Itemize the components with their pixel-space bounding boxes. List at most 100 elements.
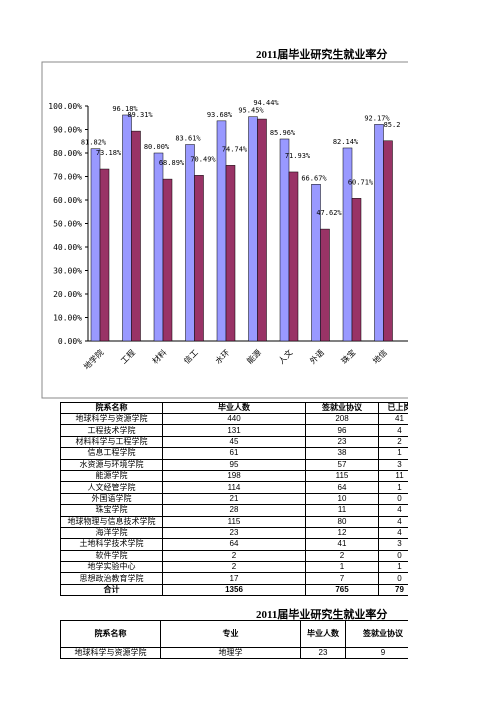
y-tick-label: 80.00% — [53, 149, 82, 158]
table-cell: 38 — [305, 447, 379, 460]
value-label: 71.93% — [285, 152, 311, 160]
value-label: 89.31% — [127, 111, 153, 119]
table-row: 院系名称毕业人数签就业协议已上岗 — [60, 402, 408, 414]
bar — [90, 148, 101, 342]
bar — [351, 198, 362, 342]
table-cell: 198 — [162, 469, 306, 483]
table-cell: 已上岗 — [378, 402, 408, 414]
table-cell: 合计 — [60, 583, 163, 597]
y-tick-label: 30.00% — [53, 267, 82, 276]
bar — [225, 165, 236, 342]
table-cell: 21 — [162, 492, 306, 506]
x-tick-label: 地信 — [371, 347, 389, 365]
table-cell: 79 — [378, 583, 408, 597]
table-cell: 12 — [305, 526, 379, 540]
table-cell: 80 — [305, 515, 379, 528]
x-tick-label: 外语 — [308, 347, 326, 365]
chart-frame — [41, 61, 408, 399]
y-tick-label: 60.00% — [53, 196, 82, 205]
table-row: 外国语学院 21 10 0 — [60, 492, 408, 506]
table-cell: 信息工程学院 — [60, 447, 163, 460]
table-cell: 3 — [378, 458, 408, 471]
table-cell: 水资源与环境学院 — [60, 458, 163, 471]
table-row: 思想政治教育学院 17 7 0 — [60, 572, 408, 585]
value-label: 82.14% — [333, 138, 359, 146]
bar — [99, 168, 110, 342]
table-cell: 41 — [378, 412, 408, 426]
bar — [153, 152, 164, 342]
table-cell: 41 — [305, 538, 379, 551]
table-cell: 地球科学与资源学院 — [60, 412, 163, 426]
value-label: 95.45% — [238, 107, 264, 115]
table-cell: 4 — [378, 526, 408, 540]
value-label: 73.18% — [96, 149, 122, 157]
table-cell: 地理学 — [160, 647, 301, 659]
table-cell: 毕业人数 — [162, 402, 306, 414]
table-cell: 10 — [305, 492, 379, 506]
y-tick-label: 0.00% — [58, 337, 82, 346]
table-cell: 11 — [378, 469, 408, 483]
table-cell: 毕业人数 — [300, 620, 346, 648]
table-cell: 土地科学技术学院 — [60, 538, 163, 551]
table-cell: 440 — [162, 412, 306, 426]
table-cell: 1 — [378, 447, 408, 460]
bar — [374, 124, 384, 342]
value-label: 93.68% — [207, 111, 233, 119]
table-cell: 材料科学与工程学院 — [60, 435, 163, 449]
x-tick-label: 水环 — [213, 347, 231, 365]
table-cell: 17 — [162, 572, 306, 585]
table-cell: 23 — [300, 647, 346, 659]
table-cell: 45 — [162, 435, 306, 449]
table-cell: 0 — [378, 492, 408, 506]
table-cell: 签就业协议 — [305, 402, 379, 414]
value-label: 81.82% — [81, 139, 107, 147]
bar — [383, 140, 393, 342]
table-row: 材料科学与工程学院 45 23 2 — [60, 435, 408, 449]
table-cell: 专业 — [160, 620, 301, 648]
table-cell: 1 — [378, 481, 408, 494]
summary-table: 院系名称毕业人数签就业协议已上岗地球科学与资源学院44020841工程技术学院1… — [60, 402, 408, 597]
bar — [320, 228, 330, 342]
chart-title: 2011届毕业研究生就业率分 — [256, 49, 388, 61]
table-cell: 57 — [305, 458, 379, 471]
table-cell: 131 — [162, 424, 306, 437]
table-cell: 地球物理与信息技术学院 — [60, 515, 163, 528]
table-cell: 院系名称 — [60, 620, 161, 648]
table-cell: 7 — [305, 572, 379, 585]
y-tick-label: 50.00% — [53, 220, 82, 229]
y-tick-label: 10.00% — [53, 314, 82, 323]
bar — [162, 178, 173, 342]
bar — [194, 175, 204, 342]
bar — [257, 118, 267, 342]
x-tick-label: 工程 — [119, 348, 137, 366]
table-row: 人文经管学院 114 64 1 — [60, 481, 408, 494]
y-tick-label: 100.00% — [48, 102, 82, 111]
table-row: 土地科学技术学院 64 41 3 — [60, 538, 408, 551]
table-cell: 96 — [305, 424, 379, 437]
value-label: 47.62% — [316, 209, 342, 217]
bar — [216, 120, 227, 342]
x-tick-label: 珠宝 — [339, 347, 357, 365]
table-cell: 院系名称 — [60, 402, 163, 414]
bar — [185, 144, 195, 342]
table-cell: 地球科学与资源学院 — [60, 647, 161, 659]
value-label: 60.71% — [348, 178, 374, 186]
bar — [288, 171, 299, 342]
y-tick-label: 90.00% — [53, 126, 82, 135]
y-tick-label: 40.00% — [53, 243, 82, 252]
table-row: 合计 1356 765 79 — [60, 583, 408, 597]
table-cell: 115 — [305, 469, 379, 483]
table-cell: 64 — [162, 538, 306, 551]
table-cell: 95 — [162, 458, 306, 471]
table-cell: 0 — [378, 549, 408, 563]
table-row: 海洋学院 23 12 4 — [60, 526, 408, 540]
value-label: 68.89% — [159, 159, 185, 167]
table-cell: 114 — [162, 481, 306, 494]
table-cell: 人文经管学院 — [60, 481, 163, 494]
table-cell: 23 — [162, 526, 306, 540]
table-cell: 61 — [162, 447, 306, 460]
value-label: 96.18% — [112, 105, 138, 113]
table-cell: 0 — [378, 572, 408, 585]
table-cell: 3 — [378, 538, 408, 551]
value-label: 74.74% — [222, 145, 248, 153]
